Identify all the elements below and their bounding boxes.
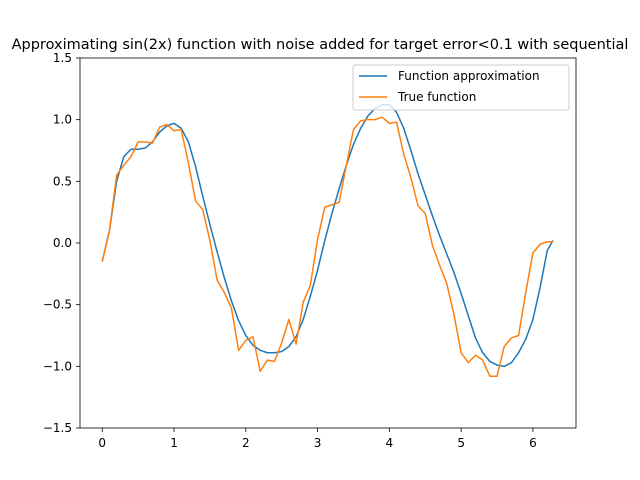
y-tick-label: −1.0	[43, 359, 72, 373]
x-tick-label: 0	[98, 436, 106, 450]
y-axis: −1.5 −1.0 −0.5 0.0 0.5 1.0 1.5	[43, 51, 80, 435]
x-tick-label: 6	[529, 436, 537, 450]
chart-title: Approximating sin(2x) function with nois…	[12, 37, 629, 53]
x-axis: 0 1 2 3 4 5 6	[98, 428, 537, 450]
legend-box	[352, 64, 570, 111]
y-tick-label: 1.0	[53, 113, 72, 127]
y-tick-label: 0.5	[53, 174, 72, 188]
legend-label-true-function: True function	[397, 90, 476, 104]
x-tick-label: 4	[386, 436, 394, 450]
x-tick-label: 2	[242, 436, 250, 450]
series-line-function-approximation	[101, 104, 554, 368]
x-tick-label: 1	[170, 436, 178, 450]
x-tick-label: 3	[314, 436, 322, 450]
legend-label-function-approximation: Function approximation	[398, 69, 540, 83]
series-line-true-function	[101, 116, 554, 377]
y-tick-label: −1.5	[43, 421, 72, 435]
x-tick-label: 5	[457, 436, 465, 450]
legend: Function approximation True function	[352, 64, 570, 111]
series-layer	[101, 104, 554, 377]
plot-area: 0 1 2 3 4 5 6 −1.5 −1.0 −0.5 0.0 0.5 1.0 1.5	[43, 51, 577, 450]
y-tick-label: −0.5	[43, 298, 72, 312]
y-tick-label: 1.5	[53, 51, 72, 65]
axes-background	[80, 58, 576, 428]
y-tick-label: 0.0	[53, 236, 72, 250]
